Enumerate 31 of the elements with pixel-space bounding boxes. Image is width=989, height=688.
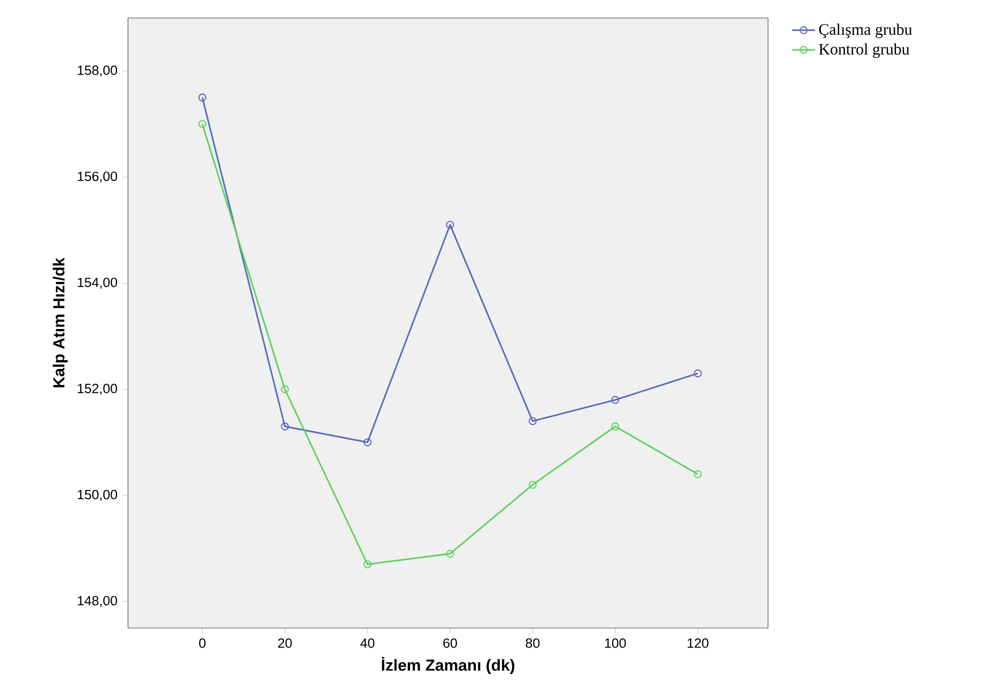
point <box>528 480 537 489</box>
x-tick-label: 60 <box>443 638 457 648</box>
x-tick-label: 0 <box>199 638 206 648</box>
legend-label: Çalışma grubu <box>819 24 912 38</box>
y-tick-label: 154,00 <box>78 278 118 289</box>
point <box>694 470 702 478</box>
y-tick-label: 148,00 <box>78 596 118 607</box>
point <box>611 422 620 430</box>
y-tick-label: 158,00 <box>78 66 118 77</box>
point <box>611 396 620 404</box>
x-tick-label: 80 <box>526 638 540 648</box>
y-axis-title: Kalp Atım Hızı/dk <box>52 258 68 388</box>
x-axis-title: İzlem Zamanı (dk) <box>382 656 514 674</box>
point <box>363 438 372 446</box>
point <box>363 560 372 568</box>
legend-label: Kontrol grubu <box>818 43 910 58</box>
point <box>280 385 289 394</box>
x-tick-label: 20 <box>278 638 292 648</box>
x-tick-label: 120 <box>688 638 708 648</box>
x-tick-label: 100 <box>605 638 626 648</box>
point <box>198 120 206 128</box>
y-tick-label: 156,00 <box>78 172 118 183</box>
y-tick-label: 150,00 <box>78 490 118 501</box>
point <box>446 550 454 558</box>
y-tick-label: 152,00 <box>78 384 118 395</box>
point <box>694 369 702 378</box>
point <box>528 417 537 426</box>
point <box>280 422 289 430</box>
point <box>446 220 454 229</box>
point <box>198 94 206 102</box>
x-tick-label: 40 <box>360 638 374 648</box>
